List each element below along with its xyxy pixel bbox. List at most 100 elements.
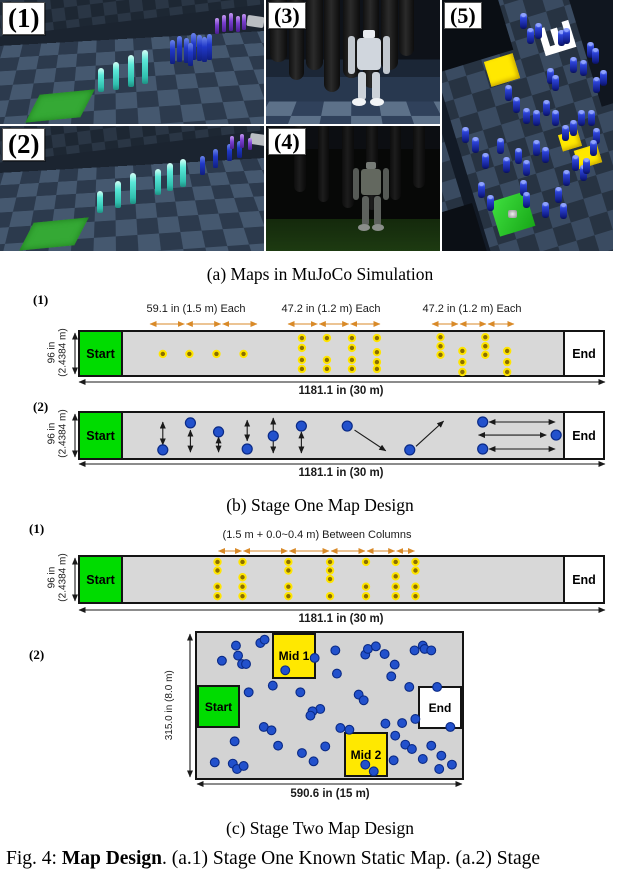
cyan-pillar	[180, 159, 186, 187]
map-b1-label: (1)	[33, 292, 49, 307]
blue-pillar	[583, 158, 590, 174]
blue-pillar	[523, 160, 530, 176]
map-b2-label: (2)	[33, 399, 49, 414]
width-label: 590.6 in (15 m)	[290, 788, 370, 800]
cyan-pillar	[97, 191, 103, 213]
blue-pillar	[184, 38, 189, 63]
panel-label-4: (4)	[268, 128, 306, 156]
blue-pillar	[200, 156, 205, 175]
purple-pillar	[240, 134, 244, 148]
sim-panel-4-robot-view-dark: (4)	[266, 126, 440, 251]
start-zone: Start	[197, 685, 240, 728]
blue-pillar	[593, 77, 600, 93]
blue-pillar	[533, 140, 540, 156]
blue-pillar	[487, 195, 494, 211]
caption-a: (a) Maps in MuJoCo Simulation	[206, 264, 434, 284]
dark-cylinder	[342, 126, 354, 208]
blue-pillar	[570, 120, 577, 136]
caption-b: (b) Stage One Map Design	[226, 495, 414, 515]
blue-pillar	[578, 110, 585, 126]
blue-pillar	[197, 35, 202, 61]
stage-two-arena: Start Mid 1 Mid 2 End	[195, 631, 464, 780]
figure-caption-bold: Map Design	[61, 848, 163, 869]
mid1-zone: Mid 1	[272, 633, 316, 679]
panel-label-3: (3)	[268, 2, 306, 30]
dim-label-2: 47.2 in (1.2 m) Each	[281, 303, 381, 315]
blue-pillar	[523, 192, 530, 208]
purple-pillar	[229, 13, 233, 31]
quadruped-robot	[344, 30, 394, 110]
end-zone: End	[563, 557, 603, 602]
blue-pillar	[558, 30, 565, 46]
start-zone: Start	[80, 332, 123, 375]
purple-pillar	[215, 18, 219, 34]
corridor-b1: Start End	[78, 330, 605, 377]
blue-pillar	[237, 141, 242, 158]
blue-pillar	[472, 137, 479, 153]
end-zone: End	[418, 686, 462, 729]
height-label: 96 in (2.4384 m)	[46, 328, 69, 377]
blue-pillar	[587, 42, 594, 58]
caption-c: (c) Stage Two Map Design	[226, 818, 414, 838]
dark-cylinder	[318, 126, 329, 202]
end-zone: End	[563, 413, 603, 458]
blue-pillar	[520, 180, 527, 196]
map-c1-label: (1)	[29, 521, 45, 536]
blue-pillar	[515, 148, 522, 164]
dark-cylinder	[399, 0, 414, 56]
cyan-pillar	[115, 181, 121, 208]
blue-pillar	[563, 28, 570, 44]
blue-pillar	[527, 28, 534, 44]
blue-pillar	[513, 97, 520, 113]
dim-label-3: 47.2 in (1.2 m) Each	[422, 303, 522, 315]
blue-pillar	[523, 108, 530, 124]
blue-pillar	[593, 128, 600, 144]
blue-pillar	[592, 48, 599, 64]
cyan-pillar	[142, 50, 148, 84]
cyan-pillar	[167, 163, 173, 191]
height-label: 96 in (2.4384 m)	[46, 409, 69, 458]
start-zone: Start	[80, 557, 123, 602]
blue-pillar	[562, 125, 569, 141]
purple-pillar	[236, 16, 240, 32]
robot-marker	[508, 210, 517, 218]
blue-pillar	[535, 23, 542, 39]
blue-pillar	[542, 202, 549, 218]
purple-pillar	[242, 14, 246, 30]
cyan-pillar	[113, 62, 119, 90]
blue-pillar	[478, 182, 485, 198]
end-zone: End	[563, 332, 603, 375]
cyan-pillar	[130, 173, 136, 204]
sim-panel-3-robot-view: (3)	[266, 0, 440, 124]
quadruped-robot	[350, 162, 394, 234]
blue-pillar	[542, 147, 549, 163]
blue-pillar	[543, 100, 550, 116]
blue-pillar	[580, 60, 587, 76]
width-label: 1181.1 in (30 m)	[298, 385, 384, 397]
blue-pillar	[462, 127, 469, 143]
cyan-pillar	[98, 68, 104, 92]
blue-pillar	[202, 37, 207, 62]
blue-pillar	[555, 187, 562, 203]
cyan-pillar	[128, 55, 134, 87]
blue-pillar	[191, 33, 196, 60]
blue-pillar	[227, 144, 232, 161]
purple-pillar	[222, 15, 226, 32]
green-floor	[266, 218, 440, 251]
dark-cylinder	[413, 126, 425, 188]
blue-pillar	[570, 57, 577, 73]
width-label: 1181.1 in (30 m)	[298, 467, 384, 479]
map-c2-label: (2)	[29, 647, 45, 662]
panel-label-1: (1)	[2, 2, 46, 36]
panel-label-5: (5)	[444, 2, 482, 30]
blue-pillar	[547, 68, 554, 84]
sim-panel-5-stage-two-overview: (5)	[442, 0, 613, 251]
blue-pillar	[560, 203, 567, 219]
blue-pillar	[188, 43, 193, 66]
blue-pillar	[213, 149, 218, 168]
blue-pillar	[588, 110, 595, 126]
dim-label-1: 59.1 in (1.5 m) Each	[146, 303, 246, 315]
blue-pillar	[482, 153, 489, 169]
blue-pillar	[563, 170, 570, 186]
